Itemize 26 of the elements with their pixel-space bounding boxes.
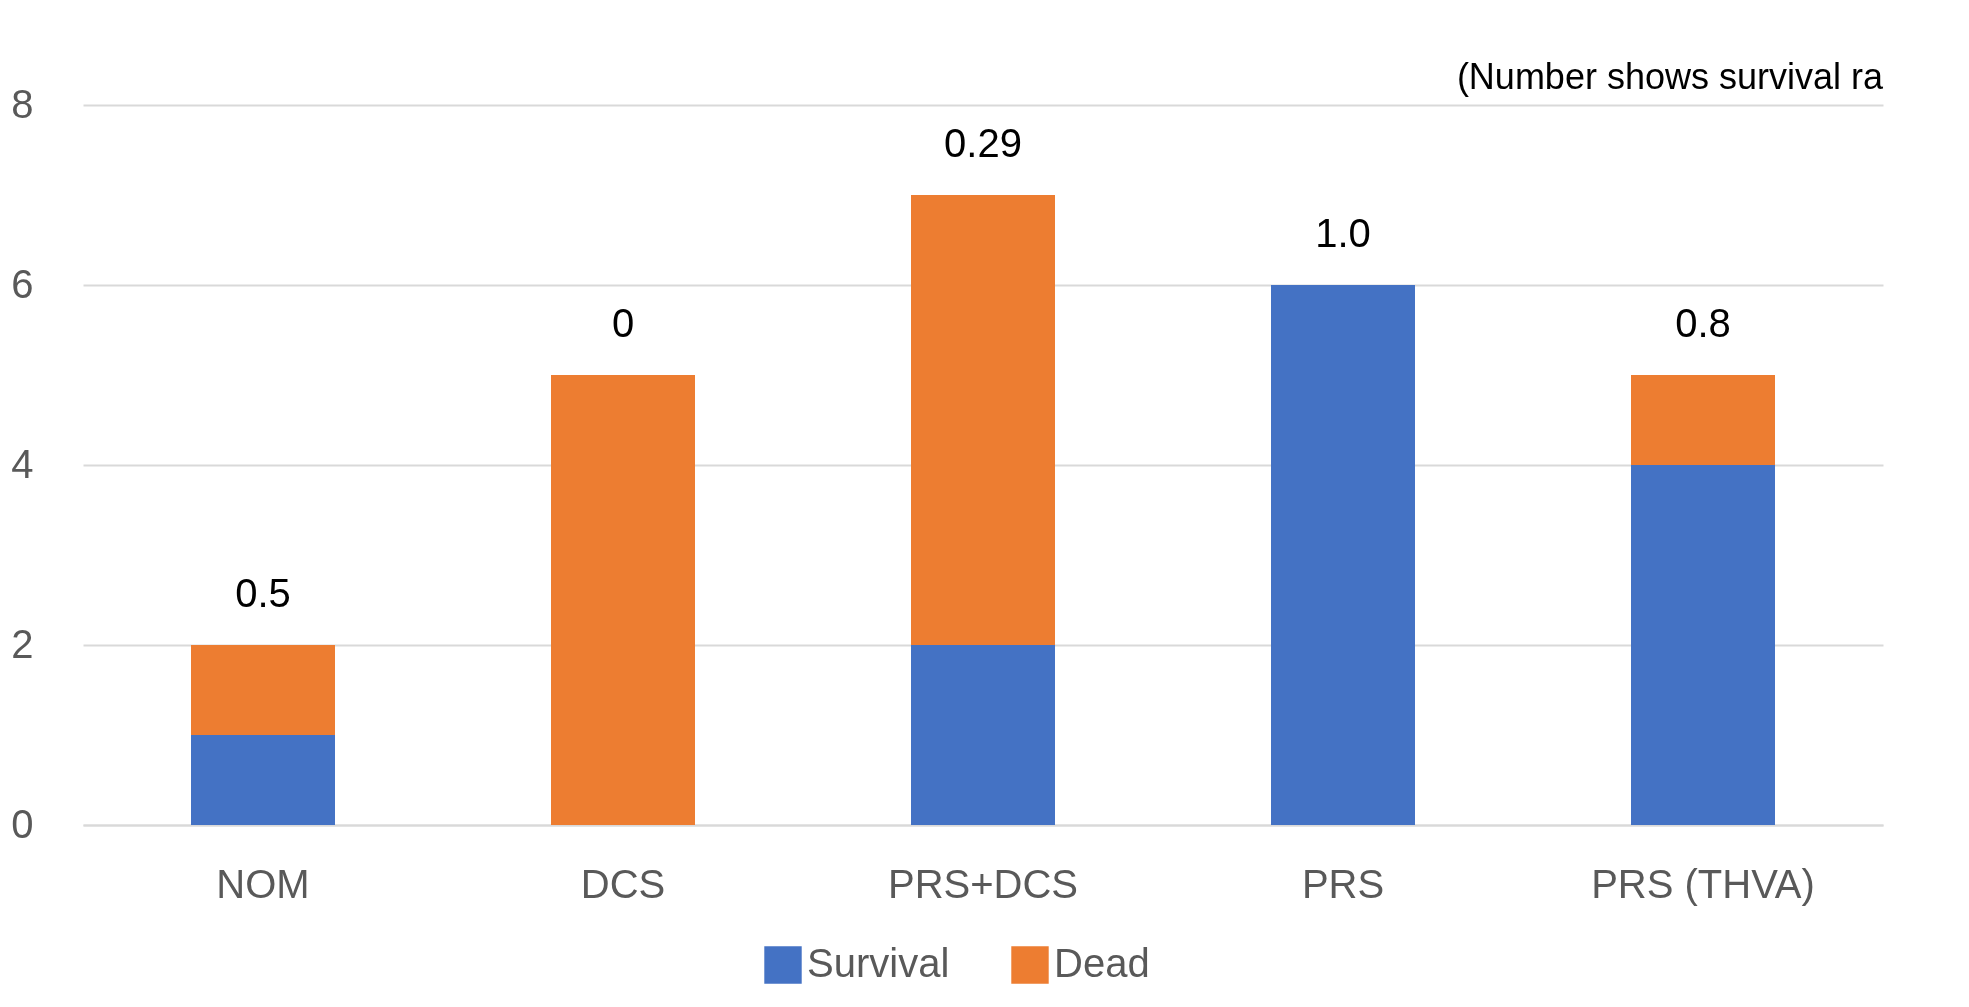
y-tick-label: 4 [11,441,34,486]
bar [1271,285,1415,825]
bar [911,195,1055,645]
legend-label: Survival [807,941,950,985]
bar [551,375,695,825]
annotation: 0.8 [1675,301,1731,345]
text: (Number shows survival ra [1456,56,1884,97]
x-tick-label: PRS (THVA) [1591,861,1815,906]
y-tick-label: 6 [11,261,34,306]
annotation: 0.5 [235,571,291,615]
bar [911,645,1055,825]
bar [1631,375,1775,465]
annotation: 0 [611,301,635,345]
x-tick-label: PRS [1301,861,1385,906]
y-tick-label: 0 [11,801,34,846]
x-tick-label: DCS [580,861,666,906]
bar [191,645,335,735]
y-tick-label: 2 [11,621,34,666]
y-tick-label: 8 [11,81,34,126]
legend-label: Dead [1054,941,1150,985]
bar [1631,465,1775,825]
x-tick-label: PRS+DCS [887,861,1079,906]
annotation: 0.29 [944,121,1022,165]
x-tick-label: NOM [216,861,310,906]
annotation: 1.0 [1315,211,1371,255]
bar [191,735,335,825]
